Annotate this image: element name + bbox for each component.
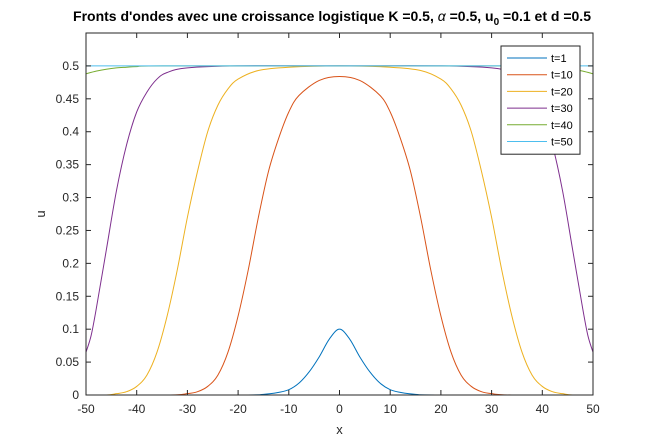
x-tick-label: 40 (536, 402, 550, 416)
y-tick-label: 0.15 (56, 289, 80, 303)
x-tick-label: 30 (485, 402, 499, 416)
y-tick-label: 0.05 (56, 355, 80, 369)
chart-title-suffix: =0.1 et d =0.5 (499, 8, 591, 24)
legend-entry: t=20 (551, 86, 573, 98)
chart-title: Fronts d'ondes avec une croissance logis… (73, 8, 591, 28)
legend: t=1 t=10 t=20 t=30 t=40 t=50 (500, 45, 581, 155)
chart-title-alpha-part: =0.5, u (446, 8, 494, 24)
tick-layer: -50 -40 -30 -20 -10 0 10 20 30 40 50 0 0.05 0.1 0.15 0.… (56, 33, 600, 416)
x-tick-label: 20 (434, 402, 448, 416)
series-line-t-1 (85, 328, 593, 396)
y-tick-label: 0.2 (62, 256, 79, 270)
y-tick-label: 0.1 (62, 322, 79, 336)
x-axis-label: x (336, 422, 343, 437)
x-tick-label: -40 (128, 402, 146, 416)
y-tick-label: 0.45 (56, 92, 80, 106)
series-line-t-10 (85, 75, 593, 396)
y-tick-label: 0 (72, 388, 79, 402)
legend-entry: t=50 (551, 137, 573, 149)
legend-entry: t=1 (551, 53, 567, 65)
chart-title-prefix: Fronts d'ondes avec une croissance logis… (73, 8, 438, 24)
x-tick-label: 10 (384, 402, 398, 416)
y-axis-label: u (33, 210, 48, 217)
chart-title-alpha: α (438, 8, 447, 24)
x-tick-label: 50 (586, 402, 600, 416)
legend-entry: t=40 (551, 120, 573, 132)
y-tick-label: 0.4 (62, 125, 79, 139)
y-tick-label: 0.35 (56, 158, 80, 172)
x-tick-label: -20 (229, 402, 247, 416)
chart-title-subscript: 0 (494, 17, 500, 28)
x-tick-label: -30 (179, 402, 197, 416)
y-tick-label: 0.25 (56, 223, 80, 237)
legend-box (500, 45, 581, 155)
legend-entry: t=10 (551, 70, 573, 82)
x-tick-label: -10 (280, 402, 298, 416)
x-tick-label: 0 (336, 402, 343, 416)
legend-entry: t=30 (551, 103, 573, 115)
x-tick-label: -50 (77, 402, 95, 416)
y-tick-label: 0.5 (62, 59, 79, 73)
y-tick-label: 0.3 (62, 191, 79, 205)
